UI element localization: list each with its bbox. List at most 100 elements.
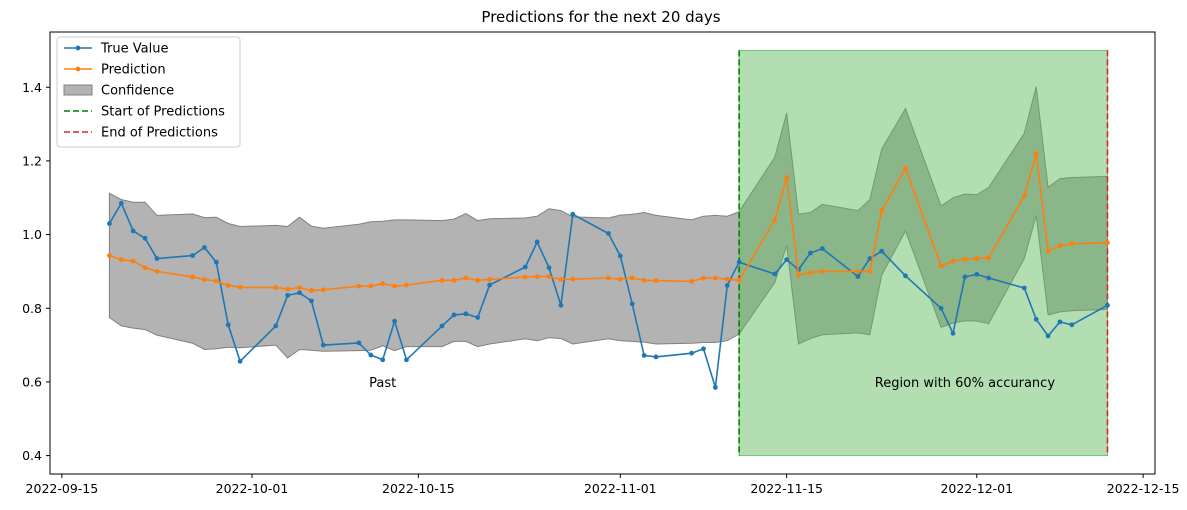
prediction-point <box>237 284 243 290</box>
prediction-point <box>653 278 659 284</box>
prediction-point <box>380 281 386 286</box>
true-value-point <box>118 200 124 206</box>
true-value-point <box>938 305 944 311</box>
true-value-point <box>772 271 778 277</box>
legend-label: Prediction <box>101 63 166 78</box>
annotation-label: Region with 60% accurancy <box>875 376 1056 391</box>
prediction-point <box>297 285 302 291</box>
prediction-point <box>617 276 623 282</box>
annotation-label: Past <box>369 376 396 391</box>
prediction-point <box>1021 193 1027 199</box>
true-value-point <box>962 274 968 280</box>
prediction-point <box>118 257 124 263</box>
prediction-point <box>1069 241 1075 247</box>
prediction-point <box>202 277 207 282</box>
legend: True Value Prediction Confidence Start of P… <box>56 36 241 148</box>
prediction-point <box>475 277 481 283</box>
true-value-point <box>130 228 136 234</box>
legend-item-end-of-predictions: End of Predictions <box>64 126 218 141</box>
prediction-region <box>738 49 1108 457</box>
prediction-point <box>962 256 968 262</box>
prediction-point <box>225 283 231 288</box>
prediction-point <box>368 283 374 289</box>
true-value-point <box>1069 322 1075 328</box>
true-value-point <box>1105 302 1110 308</box>
prediction-point <box>546 274 552 279</box>
prediction-point <box>796 272 801 278</box>
prediction-series <box>107 151 1110 293</box>
prediction-point <box>701 275 706 281</box>
y-tick-label: 1.4 <box>22 80 42 95</box>
true-value-point <box>107 221 112 226</box>
true-value-point <box>617 253 623 259</box>
legend-item-true-value: True Value <box>64 42 168 57</box>
x-tick-label: 2022-11-15 <box>750 481 823 496</box>
prediction-point <box>534 274 540 279</box>
prediction-point <box>273 285 279 291</box>
true-value-point <box>867 256 873 261</box>
prediction-point <box>784 175 790 180</box>
prediction-point <box>404 282 409 288</box>
legend-label: True Value <box>100 42 168 57</box>
legend-item-start-of-predictions: Start of Predictions <box>64 105 225 120</box>
x-tick-label: 2022-10-15 <box>382 481 455 496</box>
prediction-point <box>641 277 647 283</box>
prediction-point <box>879 208 885 214</box>
prediction-point <box>712 275 718 281</box>
true-value-point <box>368 352 374 358</box>
true-value-point <box>142 235 148 241</box>
true-value-point <box>1045 333 1051 339</box>
true-value-point <box>202 245 207 250</box>
true-value-point <box>974 271 980 277</box>
prediction-point <box>629 275 635 281</box>
y-tick-label: 0.8 <box>22 301 42 316</box>
true-value-point <box>855 274 861 279</box>
axes: 2022-09-15 2022-10-01 2022-10-15 2022-11-01… <box>22 31 1179 496</box>
prediction-point <box>689 278 695 284</box>
legend-label: Start of Predictions <box>101 105 225 120</box>
prediction-point <box>938 263 944 269</box>
true-value-point <box>237 358 243 364</box>
prediction-point <box>819 269 825 274</box>
true-value-point <box>522 264 528 270</box>
true-value-point <box>558 302 564 308</box>
y-tick-label: 1.0 <box>22 227 42 242</box>
prediction-point <box>736 277 742 283</box>
prediction-point <box>986 255 992 261</box>
prediction-point <box>1105 240 1110 246</box>
x-tick-label: 2022-12-01 <box>940 481 1013 496</box>
prediction-point <box>213 278 219 284</box>
true-value-point <box>570 211 576 217</box>
prediction-point <box>1045 248 1051 254</box>
true-value-point <box>356 340 362 346</box>
legend-label: Confidence <box>101 84 174 99</box>
y-tick-label: 0.6 <box>22 374 42 389</box>
legend-item-prediction: Prediction <box>64 63 166 78</box>
prediction-point <box>285 286 291 292</box>
prediction-point <box>772 217 778 223</box>
true-value-point <box>712 385 718 390</box>
true-value-point <box>653 354 659 360</box>
true-value-point <box>1021 285 1027 291</box>
y-tick-label: 0.4 <box>22 448 42 463</box>
prediction-point <box>107 253 112 258</box>
prediction-point <box>463 275 469 281</box>
prediction-point <box>974 256 980 261</box>
true-value-point <box>606 231 611 236</box>
true-value-point <box>724 283 730 288</box>
true-value-point <box>225 322 231 328</box>
prediction-point <box>1033 151 1039 156</box>
legend-marker-swatch <box>75 45 81 51</box>
legend-patch-swatch <box>63 84 93 96</box>
true-value-point <box>190 253 195 258</box>
true-value-point <box>380 357 386 363</box>
true-value-point <box>154 256 160 261</box>
legend-marker-swatch <box>75 66 81 72</box>
prediction-point <box>320 287 326 293</box>
x-tick-label: 2022-10-01 <box>216 481 289 496</box>
y-tick-label: 1.2 <box>22 153 42 168</box>
true-value-point <box>285 292 291 298</box>
true-value-point <box>273 323 279 329</box>
true-value-point <box>439 323 445 329</box>
true-value-point <box>534 239 540 245</box>
